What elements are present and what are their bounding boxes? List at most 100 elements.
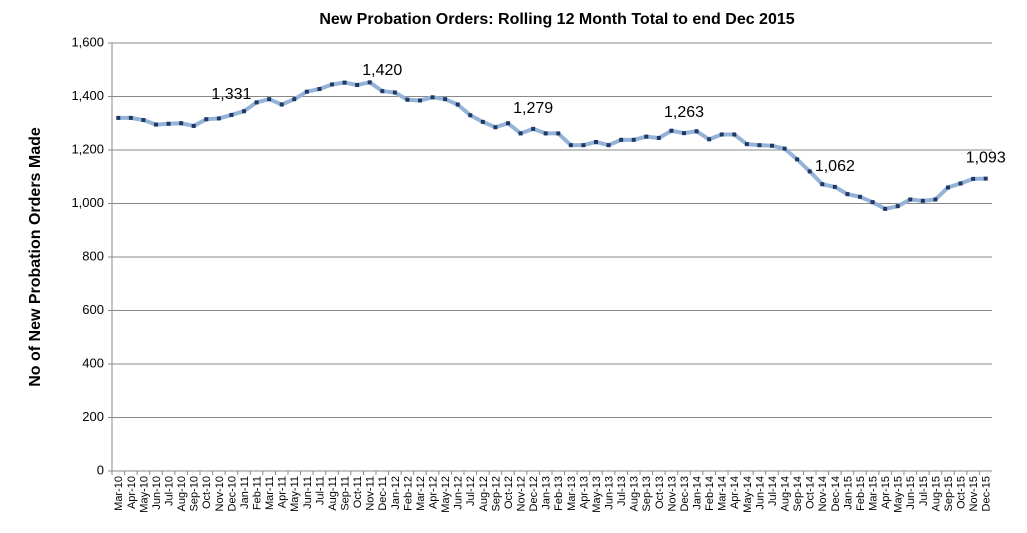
x-tick-label: Aug-10 [176, 476, 188, 511]
marker [920, 198, 925, 203]
data-label: 1,062 [815, 158, 855, 175]
x-tick-label: Mar-15 [867, 476, 879, 511]
x-tick-label: Nov-15 [968, 476, 980, 511]
y-tick-label: 600 [82, 302, 104, 317]
x-tick-label: Mar-13 [566, 476, 578, 511]
marker [506, 121, 510, 126]
x-tick-label: Feb-14 [704, 476, 716, 511]
x-tick-label: May-15 [893, 476, 905, 513]
x-tick-label: Oct-13 [654, 476, 666, 509]
marker [480, 119, 485, 124]
x-tick-label: Mar-12 [415, 476, 427, 511]
x-tick-label: Jan-14 [691, 476, 703, 510]
y-tick-label: 1,200 [71, 141, 104, 156]
x-tick-label: May-10 [138, 476, 150, 513]
x-tick-label: Jun-12 [453, 476, 465, 510]
x-tick-label: May-13 [591, 476, 603, 513]
marker [543, 131, 548, 136]
x-tick-label: Dec-13 [679, 476, 691, 511]
marker [418, 98, 422, 103]
marker [782, 146, 787, 151]
marker [166, 121, 171, 126]
y-tick-label: 400 [82, 355, 104, 370]
x-tick-label: Apr-11 [277, 476, 289, 508]
marker [179, 121, 184, 126]
marker [832, 184, 837, 189]
marker [128, 115, 133, 120]
marker [845, 192, 850, 197]
x-tick-label: Nov-14 [817, 476, 829, 511]
x-tick-label: Aug-12 [478, 476, 490, 511]
marker [933, 197, 938, 202]
marker [694, 129, 699, 134]
x-tick-label: Aug-14 [779, 476, 791, 511]
x-tick-label: Sep-13 [641, 476, 653, 511]
x-tick-label: Jun-15 [905, 476, 917, 510]
x-tick-label: Jan-12 [390, 476, 402, 510]
marker [405, 97, 410, 102]
x-tick-label: Feb-11 [251, 476, 263, 510]
x-tick-label: Mar-11 [264, 476, 276, 510]
x-tick-label: Feb-13 [553, 476, 565, 511]
marker [983, 176, 988, 181]
x-tick-label: Oct-12 [503, 476, 515, 509]
marker [154, 122, 158, 127]
marker [355, 82, 360, 87]
x-tick-label: Mar-10 [113, 476, 125, 511]
x-tick-label: Jan-15 [842, 476, 854, 510]
x-tick-label: Nov-10 [214, 476, 226, 511]
marker [330, 82, 334, 87]
marker [606, 143, 611, 148]
chart-title: New Probation Orders: Rolling 12 Month T… [319, 11, 794, 28]
marker [858, 194, 862, 199]
x-tick-label: Jul-12 [465, 476, 477, 506]
x-tick-label: Aug-13 [629, 476, 641, 511]
x-tick-label: Apr-13 [578, 476, 590, 509]
y-tick-label: 200 [82, 409, 104, 424]
x-tick-label: Apr-15 [880, 476, 892, 509]
marker [317, 87, 322, 92]
x-tick-label: Apr-14 [729, 476, 741, 509]
x-tick-label: Jun-10 [151, 476, 163, 510]
marker [795, 157, 800, 162]
marker [581, 143, 586, 148]
x-tick-label: Dec-14 [830, 476, 842, 511]
x-tick-label: May-14 [742, 476, 754, 513]
data-label: 1,263 [664, 104, 704, 121]
x-tick-label: Jul-11 [314, 476, 326, 505]
marker [908, 197, 913, 202]
x-tick-label: Nov-12 [515, 476, 527, 511]
y-tick-label: 0 [97, 462, 104, 477]
data-label: 1,093 [966, 150, 1006, 167]
marker [556, 131, 561, 136]
x-tick-label: Dec-12 [528, 476, 540, 511]
data-label: 1,279 [513, 100, 553, 117]
marker [883, 206, 888, 211]
x-tick-label: Jun-11 [302, 476, 314, 509]
marker [468, 113, 473, 118]
marker [304, 89, 309, 94]
x-tick-label: Mar-14 [717, 476, 729, 511]
x-tick-label: Aug-11 [327, 476, 339, 511]
marker [342, 80, 347, 85]
marker [656, 135, 661, 140]
marker [531, 126, 536, 131]
marker [204, 117, 209, 122]
marker [644, 134, 649, 139]
marker [216, 116, 221, 121]
marker [518, 131, 523, 136]
x-tick-label: Jan-11 [239, 476, 251, 509]
x-tick-label: Dec-11 [377, 476, 389, 511]
y-tick-label: 1,000 [71, 195, 104, 210]
x-tick-label: Oct-10 [201, 476, 213, 509]
x-tick-label: Jul-14 [767, 476, 779, 506]
marker [229, 112, 234, 117]
y-tick-label: 800 [82, 248, 104, 263]
marker [455, 102, 460, 107]
marker [267, 97, 272, 102]
x-tick-label: Sep-11 [339, 476, 351, 511]
marker [367, 80, 372, 85]
y-tick-label: 1,400 [71, 88, 104, 103]
marker [946, 185, 950, 190]
